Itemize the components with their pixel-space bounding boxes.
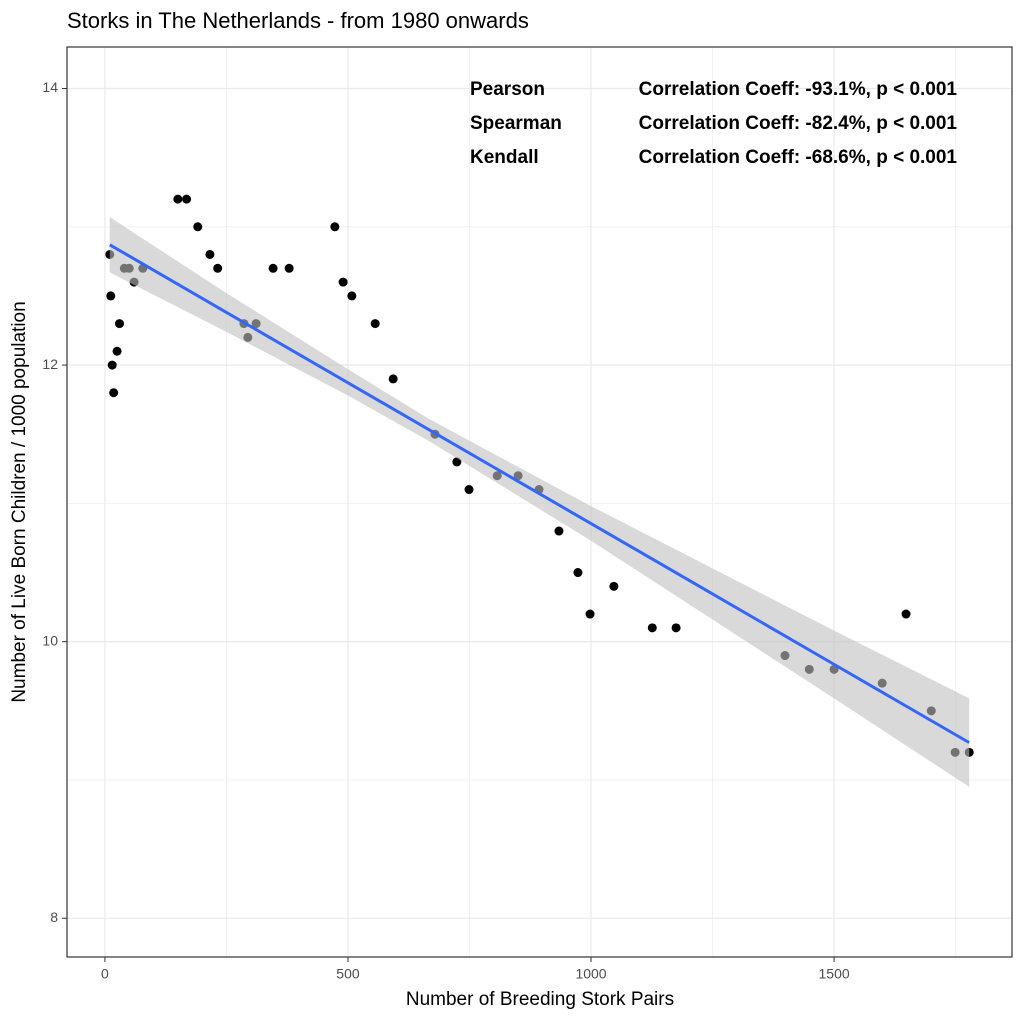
point — [370, 319, 380, 329]
x-tick-label: 0 — [101, 966, 109, 982]
x-tick-label: 1500 — [819, 966, 850, 982]
point — [330, 222, 340, 232]
point — [585, 609, 595, 619]
point — [107, 360, 117, 370]
chart-title: Storks in The Netherlands - from 1980 on… — [67, 8, 529, 33]
point — [106, 291, 116, 301]
point — [671, 623, 681, 633]
point — [573, 568, 583, 578]
point — [193, 222, 203, 232]
point — [268, 263, 278, 273]
point — [647, 623, 657, 633]
y-tick-label: 8 — [50, 909, 58, 925]
x-axis-title: Number of Breeding Stork Pairs — [406, 989, 674, 1010]
y-tick-label: 10 — [42, 632, 58, 648]
x-tick-label: 1000 — [575, 966, 606, 982]
y-tick-label: 14 — [42, 79, 58, 95]
annotation-method: Spearman — [470, 113, 562, 134]
y-axis-title: Number of Live Born Children / 1000 popu… — [9, 301, 30, 702]
point — [109, 388, 119, 398]
point — [347, 291, 357, 301]
point — [205, 249, 215, 259]
annotation-method: Pearson — [470, 79, 545, 100]
fit-line — [109, 243, 970, 744]
point — [452, 457, 462, 467]
point — [388, 374, 398, 384]
point — [173, 194, 183, 204]
point — [338, 277, 348, 287]
point — [112, 346, 122, 356]
point — [464, 485, 474, 495]
point — [115, 319, 124, 329]
point — [284, 263, 294, 273]
point — [901, 609, 911, 619]
y-tick-label: 12 — [42, 356, 58, 372]
annotation-text: Correlation Coeff: -82.4%, p < 0.001 — [639, 113, 958, 134]
annotation-text: Correlation Coeff: -68.6%, p < 0.001 — [639, 147, 958, 168]
point — [554, 526, 564, 536]
point — [182, 194, 192, 204]
panel-border — [66, 46, 1013, 958]
point — [213, 263, 223, 273]
annotation-method: Kendall — [470, 147, 539, 168]
annotation-text: Correlation Coeff: -93.1%, p < 0.001 — [639, 79, 958, 100]
point — [609, 581, 619, 591]
confidence-band — [109, 217, 970, 787]
x-tick-label: 500 — [336, 966, 360, 982]
